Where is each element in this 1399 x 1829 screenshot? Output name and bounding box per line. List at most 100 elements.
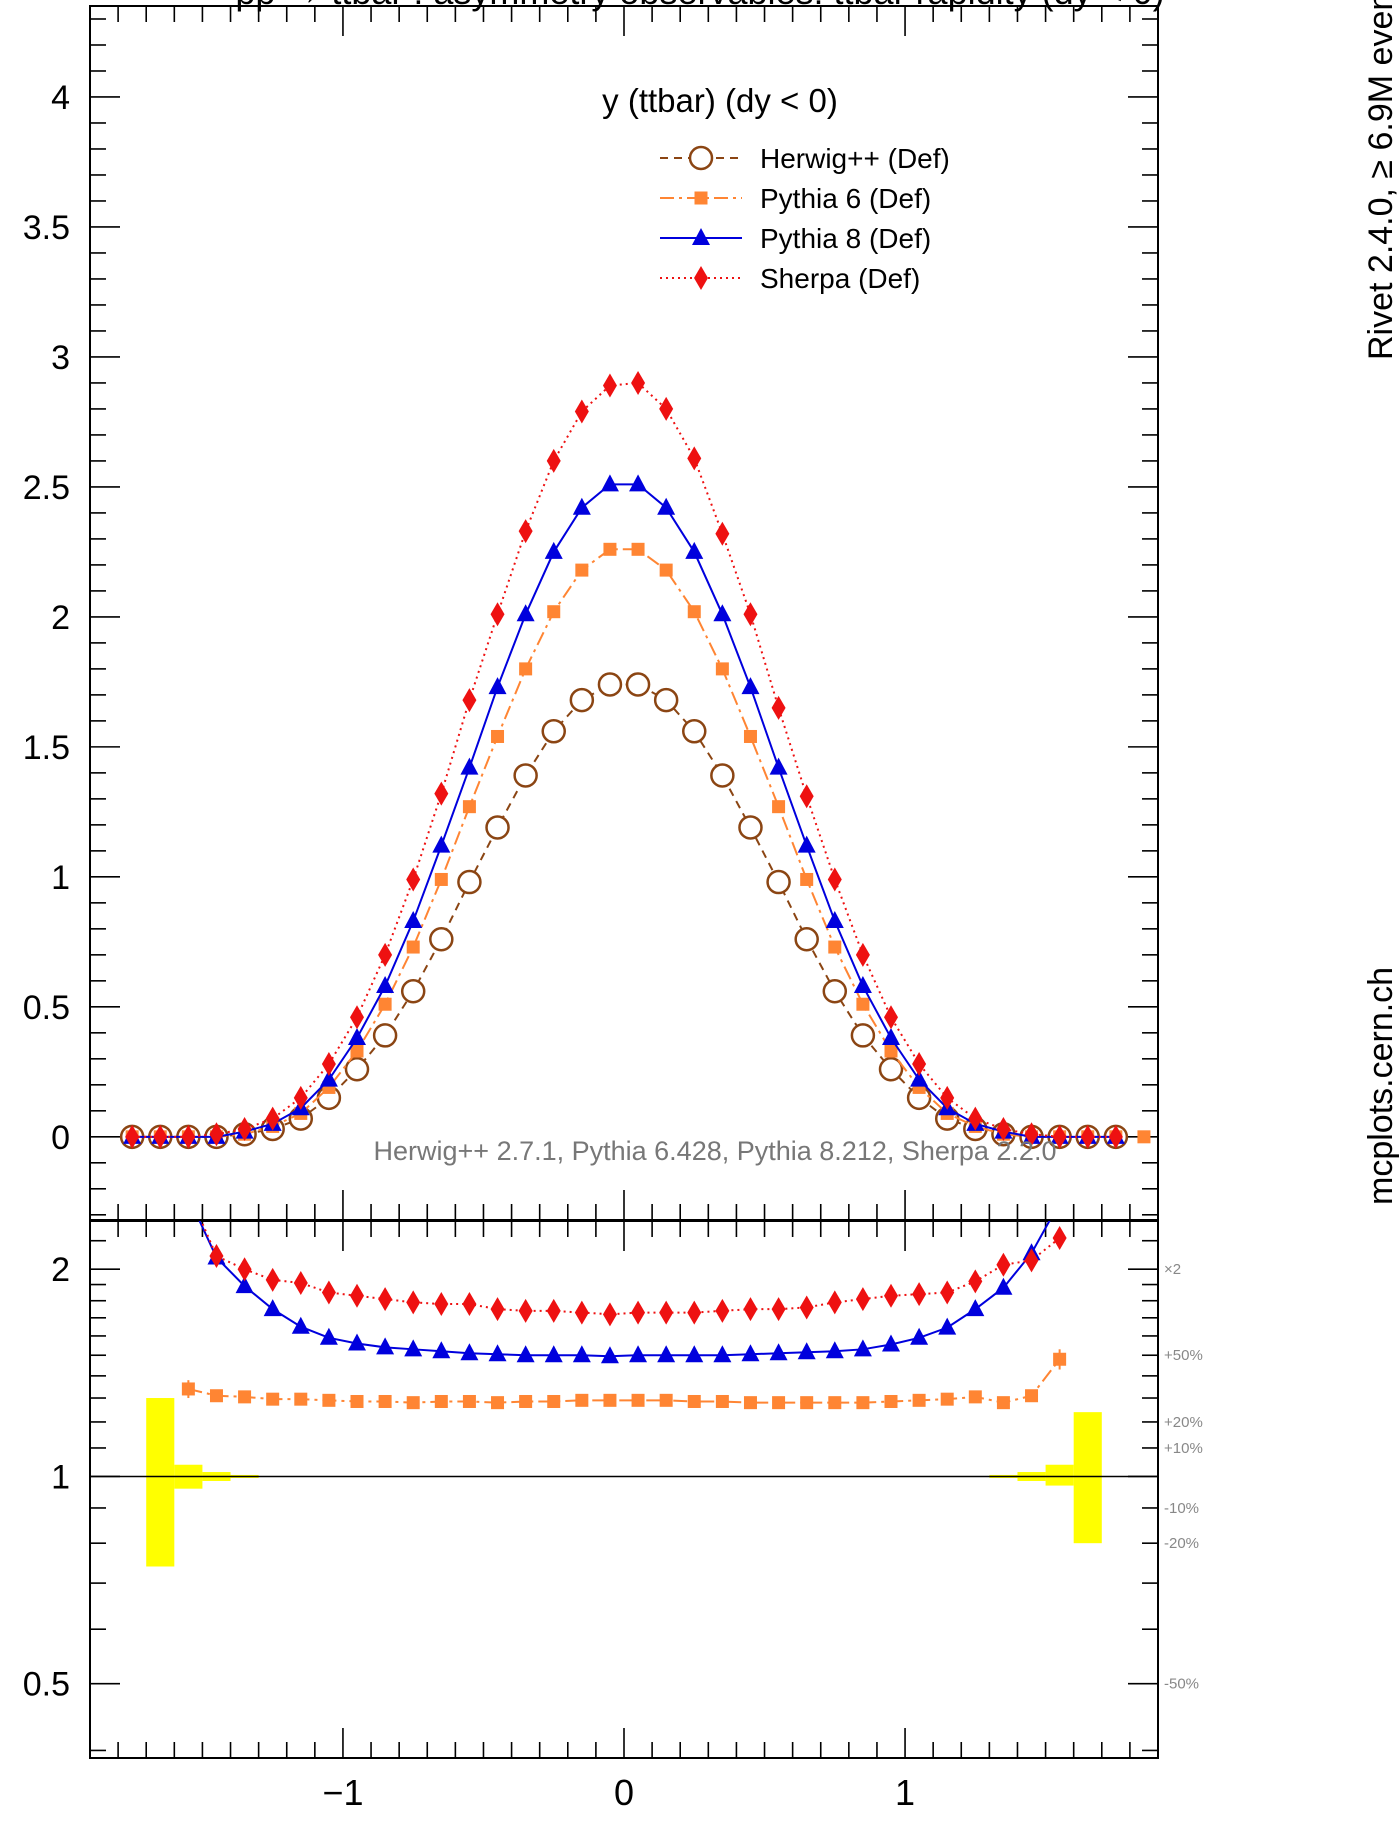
legend-marker [692, 228, 710, 245]
legend-label: Pythia 8 (Def) [760, 223, 931, 254]
ratio-point [1051, 1192, 1069, 1209]
data-point [406, 940, 420, 954]
ratio-point [516, 1345, 535, 1363]
ratio-point [209, 1389, 223, 1403]
ratio-point [938, 1317, 957, 1335]
data-point [710, 763, 735, 788]
ratio-point [910, 1327, 929, 1345]
ratio-point [799, 1295, 814, 1320]
series-line-0 [132, 683, 1116, 1138]
ratio-point [237, 1257, 252, 1282]
ratio-point [235, 1276, 254, 1294]
data-point [575, 563, 589, 577]
ratio-percent-label: -20% [1164, 1535, 1199, 1552]
ratio-y-tick-label: 1 [51, 1458, 70, 1496]
data-point [743, 602, 758, 627]
legend-label: Sherpa (Def) [760, 263, 920, 294]
ratio-point [1025, 1389, 1039, 1403]
main-y-tick-label: 1 [51, 859, 70, 897]
data-point [827, 867, 842, 892]
data-point [406, 867, 421, 892]
ratio-point [238, 1390, 252, 1404]
data-point [350, 1044, 364, 1058]
data-point [822, 978, 848, 1004]
data-point [855, 942, 870, 967]
main-y-tick-label: 4 [51, 79, 70, 117]
data-point [462, 688, 477, 713]
data-point [432, 835, 451, 853]
ratio-point [350, 1283, 364, 1308]
data-point [884, 1005, 898, 1030]
data-point [491, 729, 505, 743]
data-point [882, 1028, 900, 1046]
data-point [853, 976, 872, 994]
data-point [181, 1124, 196, 1149]
data-point [125, 1124, 140, 1149]
main-y-tick-label: 2 [51, 599, 70, 637]
data-point [434, 781, 449, 806]
ratio-point [293, 1270, 308, 1295]
data-point [657, 497, 676, 515]
data-point [912, 1052, 927, 1077]
x-tick-label: 1 [895, 1772, 915, 1813]
data-point [800, 872, 814, 886]
series-line-1 [132, 548, 1116, 1138]
generator-note: Herwig++ 2.7.1, Pythia 6.428, Pythia 8.2… [374, 1136, 1057, 1166]
ratio-point [434, 1394, 448, 1408]
main-plot-frame [89, 5, 1159, 1221]
data-point [597, 672, 623, 697]
ratio-point [603, 1393, 617, 1407]
data-point [766, 869, 791, 895]
data-point [569, 687, 595, 713]
data-point [797, 835, 816, 853]
data-point [376, 976, 395, 994]
legend-entry: Pythia 6 (Def) [660, 183, 931, 214]
ratio-point [741, 1344, 760, 1362]
data-point [488, 677, 507, 695]
data-point [490, 602, 505, 627]
ratio-point [406, 1290, 421, 1315]
data-point [457, 869, 482, 895]
ratio-point [994, 1277, 1013, 1295]
ratio-point [404, 1339, 423, 1357]
ratio-point [294, 1392, 308, 1406]
ratio-point [715, 1394, 729, 1408]
data-point [603, 542, 617, 556]
ratio-point [827, 1290, 842, 1315]
ratio-point [996, 1252, 1011, 1277]
data-point [600, 474, 619, 492]
data-point [968, 1106, 983, 1131]
data-point [910, 1069, 929, 1087]
ratio-point [769, 1343, 788, 1361]
data-point [372, 1023, 398, 1048]
ratio-point [629, 1345, 648, 1363]
data-point [769, 757, 788, 775]
ratio-point [687, 1394, 701, 1408]
data-point [1024, 1122, 1039, 1147]
data-point [682, 719, 707, 744]
ratio-y-tick-label: 0.5 [23, 1666, 70, 1704]
data-point [153, 1124, 168, 1149]
data-point [771, 695, 786, 720]
ratio-point [940, 1280, 955, 1305]
ratio-percent-label: -50% [1164, 1676, 1199, 1693]
data-point [541, 719, 566, 744]
ratio-plot-frame [89, 1220, 1159, 1759]
ratio-point [546, 1298, 561, 1323]
ratio-point [659, 1300, 674, 1325]
legend-entry: Pythia 8 (Def) [660, 223, 931, 254]
ratio-point [715, 1298, 730, 1323]
ratio-point [743, 1297, 758, 1322]
ratio-point [574, 1300, 589, 1325]
main-y-tick-label: 0.5 [23, 989, 70, 1027]
ratio-point [350, 1394, 364, 1408]
ratio-point [968, 1269, 983, 1294]
data-point [685, 541, 704, 559]
ratio-point [179, 1187, 197, 1204]
ratio-point [291, 1316, 310, 1334]
data-point [738, 815, 763, 840]
data-point [237, 1117, 252, 1142]
data-point [547, 605, 561, 619]
ratio-line-0 [188, 1358, 1061, 1404]
